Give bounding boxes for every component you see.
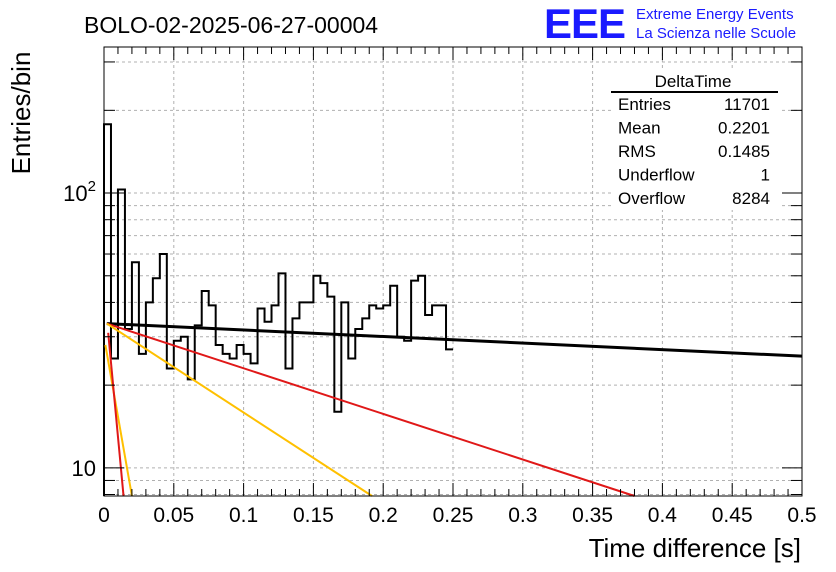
stats-row-label: RMS: [618, 142, 656, 161]
chart-title: BOLO-02-2025-06-27-00004: [84, 12, 378, 38]
y-tick-label: 102: [63, 178, 96, 206]
x-tick-label: 0.35: [572, 504, 613, 527]
stats-row-value: 8284: [732, 189, 770, 208]
stats-box-background: [611, 70, 780, 210]
stats-row-label: Mean: [618, 119, 661, 138]
stats-row-value: 11701: [724, 95, 770, 114]
stats-row-value: 0.2201: [718, 119, 770, 138]
x-tick-label: 0.05: [153, 504, 194, 527]
x-tick-label: 0.15: [293, 504, 334, 527]
stats-row-value: 1: [761, 166, 770, 185]
logo-line-2: La Scienza nelle Scuole: [636, 25, 796, 42]
x-tick-label: 0.4: [648, 504, 678, 527]
stats-row-label: Entries: [618, 95, 671, 114]
fit-curve: [106, 322, 373, 497]
x-tick-label: 0.5: [787, 504, 816, 527]
grid-lines: [104, 47, 802, 496]
stats-rows: Entries 11701 Mean 0.2201 RMS 0.1485 Underflow…: [618, 95, 770, 208]
x-axis-label: Time difference [s]: [589, 533, 801, 563]
y-axis-label: Entries/bin: [6, 52, 36, 175]
stats-row-value: 0.1485: [718, 142, 770, 161]
x-tick-label: 0: [98, 504, 110, 527]
fit-curve: [106, 322, 803, 358]
eee-logo-text: EEE: [544, 0, 625, 47]
stats-row-label: Overflow: [618, 189, 686, 208]
x-tick-label: 0.2: [369, 504, 398, 527]
logo: EEE Extreme Energy Events La Scienza nel…: [544, 0, 796, 47]
logo-line-1: Extreme Energy Events: [636, 6, 794, 23]
histogram-outline: [103, 123, 453, 496]
axis-ticks: 0 0.05 0.1 0.15 0.2 0.25 0.3 0.35 0.4 0.45 0.51010…: [63, 47, 817, 527]
x-tick-label: 0.45: [712, 504, 753, 527]
x-tick-label: 0.1: [229, 504, 258, 527]
fit-curve: [107, 332, 125, 497]
fit-curve: [104, 344, 133, 497]
x-tick-label: 0.3: [508, 504, 537, 527]
stats-box-title: DeltaTime: [655, 72, 732, 91]
x-tick-label: 0.25: [433, 504, 474, 527]
fit-curves: [104, 322, 803, 497]
histogram-bars: [103, 123, 453, 496]
stats-box: DeltaTime Entries 11701 Mean 0.2201 RMS 0.148…: [611, 70, 780, 210]
stats-row-label: Underflow: [618, 166, 695, 185]
fit-curve: [106, 322, 635, 497]
y-tick-label: 10: [72, 456, 96, 481]
